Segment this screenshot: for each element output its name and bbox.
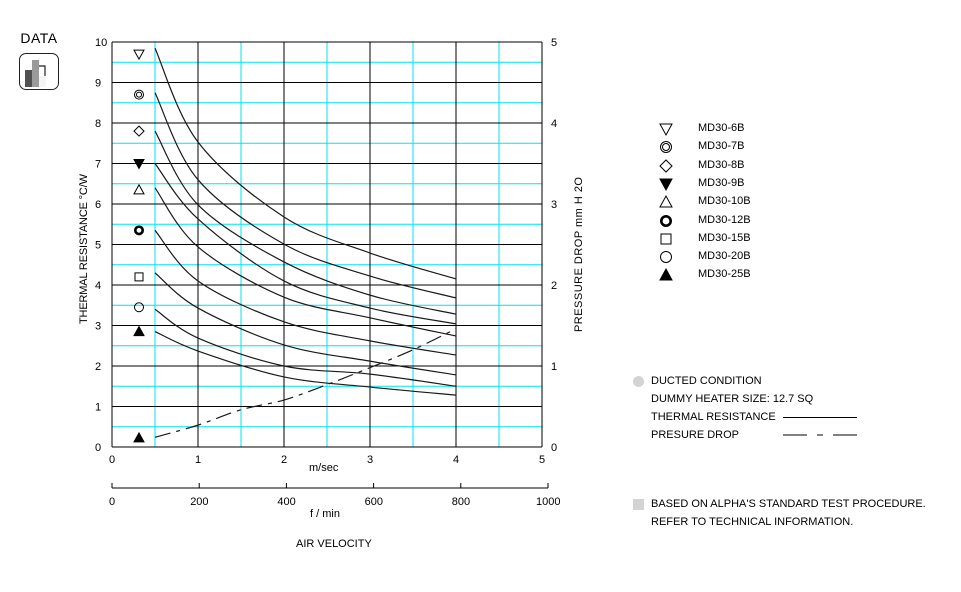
legend-item: MD30-20B <box>655 248 795 266</box>
footnote: BASED ON ALPHA'S STANDARD TEST PROCEDURE… <box>633 495 926 531</box>
footnote-line-1: BASED ON ALPHA'S STANDARD TEST PROCEDURE… <box>651 498 926 510</box>
x-axis-title: AIR VELOCITY <box>296 538 372 550</box>
y2-tick-label: 2 <box>551 280 557 292</box>
diamond-open-icon <box>133 125 145 137</box>
legend-label: MD30-15B <box>698 231 751 244</box>
y2-tick-label: 5 <box>551 37 557 49</box>
solid-line-icon <box>783 417 857 418</box>
triangle-up-filled-icon <box>133 325 145 337</box>
thermal-curve-MD30-12B <box>154 229 457 356</box>
legend-label: MD30-6B <box>698 122 745 134</box>
y-tick-label: 7 <box>95 159 101 171</box>
ducted-condition: DUCTED CONDITION <box>651 375 762 387</box>
triangle-down-filled-icon <box>659 178 673 191</box>
data-badge: DATA <box>18 30 60 90</box>
x2-tick-label: 600 <box>365 496 383 508</box>
legend-label: MD30-20B <box>698 250 751 263</box>
data-badge-label: DATA <box>20 30 58 46</box>
x-unit-label: m/sec <box>309 462 339 474</box>
circle-open-icon <box>660 251 672 264</box>
legend-label: MD30-10B <box>698 195 751 208</box>
circle-bold-icon <box>134 225 145 236</box>
y-tick-label: 10 <box>95 37 107 49</box>
x-tick-label: 0 <box>109 454 115 466</box>
triangle-up-open-icon <box>659 195 673 208</box>
y2-tick-label: 3 <box>551 199 557 211</box>
thermal-curve-MD30-10B <box>154 187 457 337</box>
y-tick-label: 5 <box>95 240 101 252</box>
x2-tick-label: 0 <box>109 496 115 508</box>
legend-item: MD30-25B <box>655 266 795 284</box>
heater-size: DUMMY HEATER SIZE: 12.7 SQ <box>651 393 814 405</box>
legend-item: MD30-7B <box>655 138 795 156</box>
triangle-down-filled-icon <box>133 159 145 170</box>
x2-tick-label: 400 <box>277 496 295 508</box>
pressure-drop-curve <box>154 328 457 438</box>
x-tick-label: 1 <box>195 454 201 466</box>
y-tick-label: 2 <box>95 361 101 373</box>
pressure-drop-key: PRESURE DROP <box>651 429 740 441</box>
x-tick-label: 2 <box>281 454 287 466</box>
legend-item: MD30-9B <box>655 175 795 193</box>
y2-tick-label: 0 <box>551 442 557 454</box>
thermal-curve-MD30-20B <box>154 308 457 387</box>
legend-item: MD30-6B <box>655 120 795 138</box>
y2-axis-title: PRESSURE DROP mm H 2O <box>573 177 585 332</box>
y-tick-label: 6 <box>95 199 101 211</box>
y-axis-title: THERMAL RESISTANCE °C/W <box>78 173 90 324</box>
double-circle-icon <box>134 89 144 100</box>
x2-tick-label: 800 <box>452 496 470 508</box>
footnote-line-2: REFER TO TECHNICAL INFORMATION. <box>651 516 854 528</box>
triangle-up-filled-icon <box>659 268 673 281</box>
square-open-icon <box>134 272 144 282</box>
x-tick-label: 4 <box>453 454 459 466</box>
legend-item: MD30-8B <box>655 157 795 175</box>
thermal-curve-MD30-9B <box>154 163 457 325</box>
legend-label: MD30-9B <box>698 176 745 189</box>
legend-label: MD30-8B <box>698 158 745 171</box>
y-tick-label: 3 <box>95 321 101 333</box>
circle-bold-icon <box>660 214 672 227</box>
y2-tick-label: 4 <box>551 118 557 130</box>
legend-item: MD30-12B <box>655 212 795 230</box>
square-open-icon <box>660 233 672 245</box>
legend-label: MD30-7B <box>698 140 745 153</box>
triangle-down-open-icon <box>133 49 145 61</box>
thermal-resistance-key: THERMAL RESISTANCE <box>651 411 776 423</box>
thermal-curve-MD30-25B <box>154 331 457 396</box>
x2-tick-label: 200 <box>190 496 208 508</box>
thermal-curve-MD30-6B <box>154 47 457 280</box>
legend-item: MD30-10B <box>655 193 795 211</box>
y-tick-label: 0 <box>95 442 101 454</box>
legend-item: MD30-15B <box>655 230 795 248</box>
thermal-curve-MD30-8B <box>154 130 457 315</box>
triangle-up-filled-icon <box>133 431 145 443</box>
triangle-down-open-icon <box>659 123 673 137</box>
bar-chart-icon <box>19 53 59 90</box>
y-tick-label: 1 <box>95 402 101 414</box>
diamond-open-icon <box>659 158 673 173</box>
double-circle-icon <box>660 141 672 154</box>
circle-open-icon <box>134 302 144 313</box>
dashed-line-icon <box>783 434 857 436</box>
legend-label: MD30-12B <box>698 213 751 226</box>
x2-unit-label: f / min <box>310 508 340 520</box>
test-conditions: DUCTED CONDITION DUMMY HEATER SIZE: 12.7… <box>633 372 857 444</box>
bullet-square-icon <box>633 499 644 510</box>
x-tick-label: 5 <box>539 454 545 466</box>
y-tick-label: 4 <box>95 280 101 292</box>
bullet-circle-icon <box>633 376 644 387</box>
x-tick-label: 3 <box>367 454 373 466</box>
y-tick-label: 9 <box>95 78 101 90</box>
thermal-curve-MD30-15B <box>154 272 457 376</box>
x2-tick-label: 1000 <box>536 496 560 508</box>
legend-label: MD30-25B <box>698 268 751 281</box>
y-tick-label: 8 <box>95 118 101 130</box>
triangle-up-open-icon <box>133 183 145 195</box>
y2-tick-label: 1 <box>551 361 557 373</box>
thermal-curve-MD30-7B <box>154 92 457 299</box>
